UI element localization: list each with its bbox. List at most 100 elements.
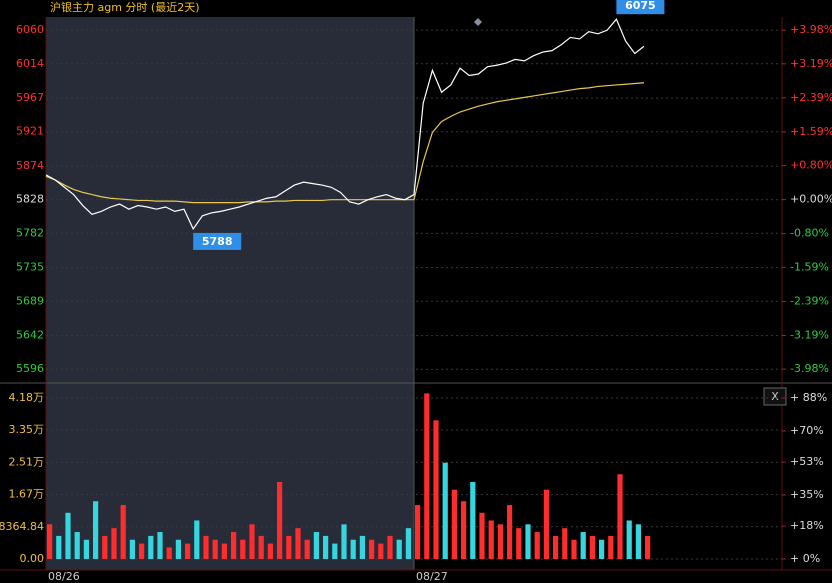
volume-bar — [93, 501, 99, 559]
volume-y2-tick-label: + 88% — [790, 391, 827, 404]
volume-bar — [56, 535, 62, 559]
volume-tick-label: 4.18万 — [9, 391, 45, 404]
volume-bar — [47, 524, 53, 559]
volume-bar — [203, 535, 209, 559]
volume-bar — [589, 535, 595, 559]
y-tick-label: 6014 — [16, 57, 44, 70]
volume-bar — [286, 535, 292, 559]
volume-bar — [212, 539, 218, 559]
volume-bar — [359, 535, 365, 559]
volume-bar — [120, 505, 126, 559]
volume-bar — [617, 474, 623, 559]
average-line — [45, 82, 645, 204]
volume-bar — [258, 535, 264, 559]
volume-bar — [562, 528, 568, 559]
volume-bar — [231, 532, 237, 559]
y2-tick-label: +0.80% — [790, 159, 832, 172]
y-tick-label: 5921 — [16, 125, 44, 138]
volume-bar — [461, 501, 467, 559]
y-tick-label: 5874 — [16, 159, 44, 172]
volume-bar — [139, 543, 145, 559]
y-tick-label: 5782 — [16, 226, 44, 239]
previous-day-shade — [46, 17, 414, 570]
volume-bar — [83, 539, 89, 559]
volume-y2-tick-label: +35% — [790, 488, 824, 501]
volume-bar — [608, 535, 614, 559]
volume-bar — [129, 539, 135, 559]
y-tick-label: 6060 — [16, 23, 44, 36]
volume-bar — [626, 520, 632, 559]
close-button[interactable] — [763, 387, 787, 406]
volume-bar — [525, 524, 531, 559]
y-tick-label: 5735 — [16, 261, 44, 274]
volume-bar — [194, 520, 200, 559]
y2-tick-label: -0.80% — [790, 227, 829, 240]
extreme-label: 5788 — [202, 235, 233, 248]
volume-bar — [599, 539, 605, 559]
volume-y2-tick-label: +53% — [790, 455, 824, 468]
y2-tick-label: +3.98% — [790, 23, 832, 36]
volume-bar — [497, 524, 503, 559]
volume-bar — [424, 393, 430, 559]
volume-bar — [396, 539, 402, 559]
volume-bar — [175, 539, 181, 559]
y-tick-label: 5689 — [16, 294, 44, 307]
volume-bar — [369, 539, 375, 559]
price-line — [45, 18, 645, 231]
y2-tick-label: -3.19% — [790, 328, 829, 341]
volume-y2-tick-label: +70% — [790, 424, 824, 437]
volume-tick-label: 1.67万 — [9, 488, 45, 501]
volume-bar — [102, 535, 108, 559]
volume-bar — [350, 539, 356, 559]
y2-tick-label: -2.39% — [790, 294, 829, 307]
y2-tick-label: -3.98% — [790, 362, 829, 375]
volume-bar — [148, 535, 154, 559]
y-tick-label: 5828 — [16, 193, 44, 206]
volume-bar — [507, 505, 513, 559]
volume-bar — [479, 512, 485, 559]
volume-tick-label: 8364.84 — [0, 520, 44, 533]
volume-bar — [240, 539, 246, 559]
volume-tick-label: 3.35万 — [9, 423, 45, 436]
volume-bar — [442, 462, 448, 559]
chart-title: 沪银主力 agm 分时 (最近2天) — [50, 0, 200, 14]
volume-bar — [415, 505, 421, 559]
volume-bar — [387, 535, 393, 559]
y2-tick-label: +1.59% — [790, 125, 832, 138]
y2-tick-label: -1.59% — [790, 260, 829, 273]
y-tick-label: 5596 — [16, 362, 44, 375]
volume-tick-label: 0.00 — [20, 552, 45, 565]
marker-icon — [474, 18, 482, 26]
x-tick-label: 08/27 — [416, 570, 448, 583]
y2-tick-label: +0.00% — [790, 193, 832, 206]
volume-bar — [451, 489, 457, 559]
y-tick-label: 5967 — [16, 91, 44, 104]
volume-bar — [488, 520, 494, 559]
volume-bar — [332, 543, 338, 559]
volume-bar — [295, 528, 301, 559]
volume-bar — [433, 420, 439, 559]
volume-bar — [341, 524, 347, 559]
volume-bar — [111, 528, 117, 559]
extreme-label: 6075 — [625, 0, 656, 12]
volume-bar — [405, 528, 411, 559]
y2-tick-label: +3.19% — [790, 57, 832, 70]
volume-y2-tick-label: + 0% — [790, 552, 820, 565]
volume-bar — [166, 547, 172, 559]
volume-bar — [313, 532, 319, 559]
volume-bar — [74, 532, 80, 559]
volume-bar — [323, 535, 329, 559]
close-button-label[interactable]: X — [771, 390, 779, 403]
volume-bar — [580, 532, 586, 559]
volume-bar — [470, 481, 476, 559]
volume-bar — [645, 535, 651, 559]
volume-bar — [221, 543, 227, 559]
volume-bar — [157, 532, 163, 559]
volume-bar — [635, 524, 641, 559]
x-tick-label: 08/26 — [48, 570, 80, 583]
volume-bar — [516, 528, 522, 559]
extreme-label-box — [616, 0, 665, 15]
volume-bar — [304, 539, 310, 559]
extreme-label-box — [193, 232, 242, 250]
